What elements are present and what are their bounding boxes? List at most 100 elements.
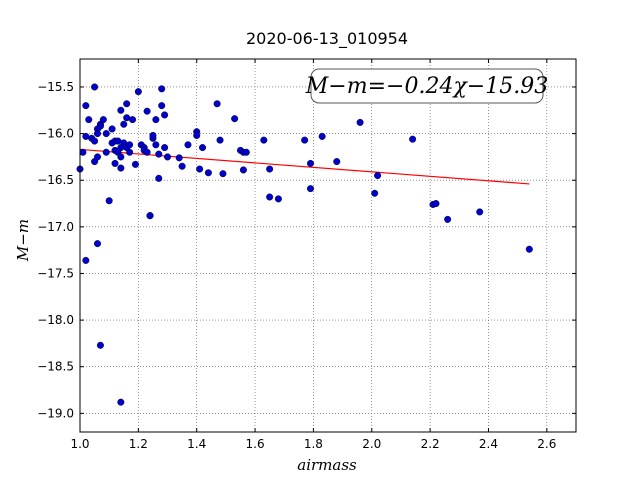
data-point [129,116,137,124]
data-point [371,189,379,197]
data-point [333,158,341,166]
y-tick-label: −18.0 [37,313,74,327]
data-points-layer [76,83,533,406]
data-point [94,130,102,138]
x-tick-label: 1.0 [70,437,89,451]
data-point [204,169,212,177]
x-tick-label: 2.6 [537,437,556,451]
data-point [123,100,131,108]
data-point [126,148,134,156]
data-point [131,160,139,168]
data-point [199,144,207,152]
y-tick-label: −17.0 [37,220,74,234]
data-point [99,116,107,124]
data-point [432,200,440,208]
data-point [105,197,113,205]
data-point [117,153,125,161]
data-point [155,174,163,182]
x-tick-label: 1.4 [187,437,206,451]
data-point [91,83,99,91]
fit-line [79,148,530,185]
fit-line-layer [79,148,530,185]
data-point [525,245,533,253]
fit-annotation-box: M−m=−0.24χ−15.93 [305,68,548,104]
data-point [158,85,166,93]
y-tick-label: −19.0 [37,406,74,420]
data-point [143,107,151,115]
data-point [242,148,250,156]
data-point [96,341,104,349]
x-tick-label: 2.2 [421,437,440,451]
data-point [301,136,309,144]
x-tick-label: 1.6 [246,437,265,451]
data-point [82,102,90,110]
data-point [94,153,102,161]
data-point [143,148,151,156]
data-point [374,172,382,180]
data-point [82,256,90,264]
data-point [476,208,484,216]
data-point [161,111,169,119]
data-point [266,193,274,201]
data-point [120,120,128,128]
data-point [178,162,186,170]
data-point [102,130,110,138]
x-tick-label: 2.0 [362,437,381,451]
data-point [184,141,192,149]
x-axis-label: airmass [297,456,357,474]
data-point [146,212,154,220]
data-point [164,153,172,161]
x-tick-label: 2.4 [479,437,498,451]
data-point [260,136,268,144]
x-tick-label: 1.8 [304,437,323,451]
data-point [108,125,116,133]
data-point [306,159,314,167]
data-point [134,88,142,96]
y-tick-label: −17.5 [37,266,74,280]
x-axis-ticks: 1.0 1.2 1.4 1.6 1.8 2.0 2.2 2.4 2.6 [70,59,556,451]
data-point [306,185,314,193]
y-axis-label: M−m [14,219,32,262]
y-tick-label: −16.5 [37,173,74,187]
data-point [161,144,169,152]
y-tick-label: −15.5 [37,80,74,94]
data-point [152,141,160,149]
data-point [96,122,104,130]
data-point [126,141,134,149]
data-point [409,135,417,143]
data-point [213,100,221,108]
data-point [149,131,157,139]
data-point [117,164,125,172]
data-point [231,115,239,123]
data-point [196,165,204,173]
data-point [219,170,227,178]
data-point [239,166,247,174]
data-point [102,148,110,156]
data-point [114,137,122,145]
data-point [266,165,274,173]
data-point [274,195,282,203]
data-point [158,102,166,110]
data-point [111,159,119,167]
data-point [152,116,160,124]
data-point [117,106,125,114]
data-point [193,131,201,139]
data-point [318,132,326,140]
data-point [123,114,131,122]
data-point [94,240,102,248]
data-point [175,154,183,162]
data-point [216,136,224,144]
chart-title: 2020-06-13_010954 [246,29,408,49]
grid-lines [80,59,576,432]
data-point [91,137,99,145]
data-point [117,398,125,406]
data-point [155,150,163,158]
fit-annotation-text: M−m=−0.24χ−15.93 [305,74,548,99]
data-point [356,118,364,126]
data-point [444,215,452,223]
plot-frame [79,58,577,433]
data-point [85,116,93,124]
y-tick-label: −16.0 [37,127,74,141]
y-axis-ticks: −15.5 −16.0 −16.5 −17.0 −17.5 −18.0 −18.5 −19.0 [37,80,576,420]
